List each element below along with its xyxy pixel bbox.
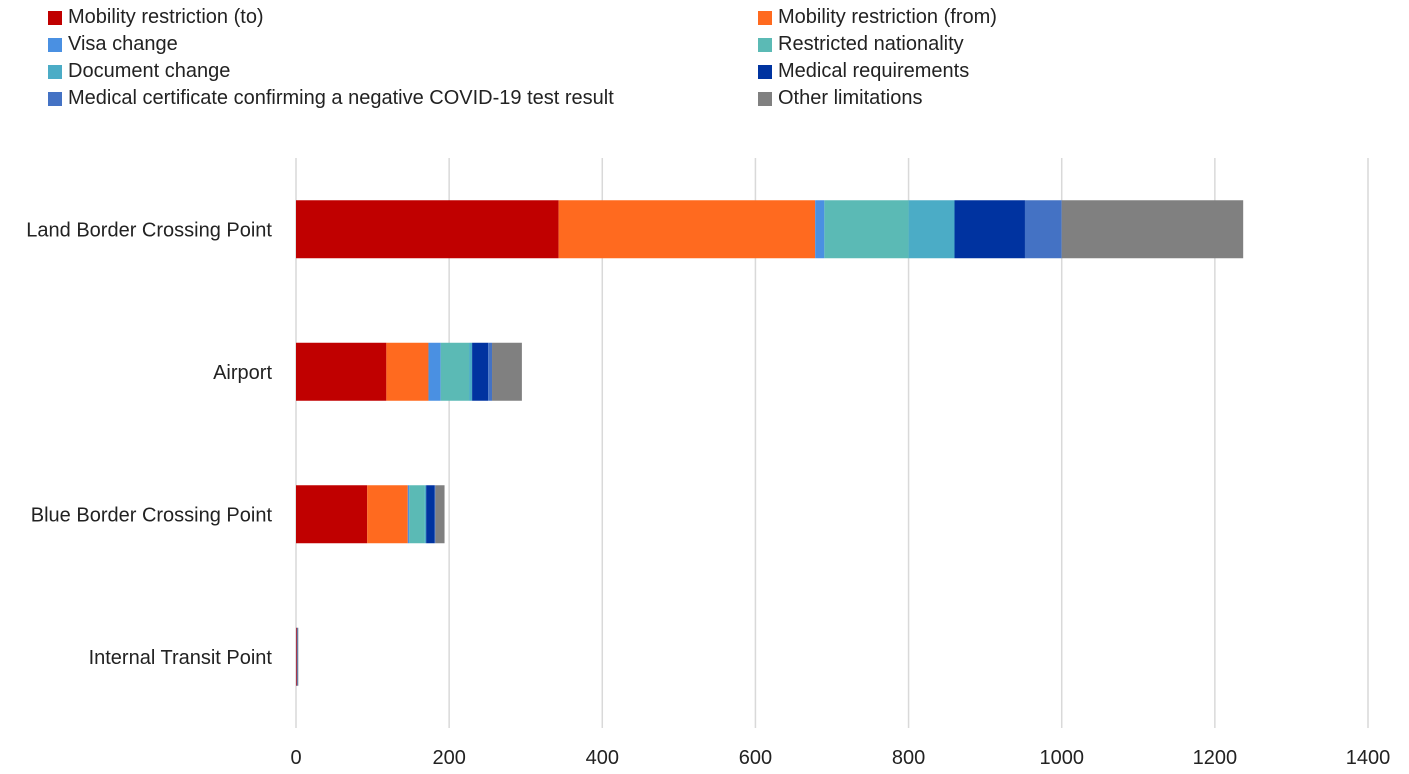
legend-label: Mobility restriction (from) bbox=[778, 6, 997, 28]
bar-segment-land-border-crossing-point-restricted-nationality bbox=[824, 200, 909, 259]
y-category-label-airport: Airport bbox=[213, 362, 272, 384]
x-tick-label-400: 400 bbox=[586, 747, 619, 769]
y-category-label-land-border-crossing-point: Land Border Crossing Point bbox=[26, 219, 272, 241]
x-tick-label-600: 600 bbox=[739, 747, 772, 769]
legend-label: Mobility restriction (to) bbox=[68, 6, 264, 28]
bar-segment-blue-border-crossing-point-document-change bbox=[424, 485, 427, 544]
bar-segment-blue-border-crossing-point-mobility-restriction-from bbox=[367, 485, 408, 544]
bar-segment-land-border-crossing-point-other-limitations bbox=[1061, 200, 1244, 259]
bar-segment-airport-medical-certificate-confirming-a-negative-covid-19-test-result bbox=[488, 342, 493, 401]
bar-segment-land-border-crossing-point-medical-requirements bbox=[954, 200, 1025, 259]
bar-segment-blue-border-crossing-point-restricted-nationality bbox=[409, 485, 425, 544]
legend-swatch bbox=[758, 37, 772, 52]
legend-item-restricted-nationality: Restricted nationality bbox=[758, 33, 964, 56]
bar-segment-blue-border-crossing-point-mobility-restriction-to bbox=[296, 485, 368, 544]
legend-item-mobility-restriction-from: Mobility restriction (from) bbox=[758, 6, 997, 29]
legend-label: Medical requirements bbox=[778, 60, 970, 82]
legend-item-visa-change: Visa change bbox=[48, 33, 178, 56]
x-tick-label-1000: 1000 bbox=[1039, 747, 1084, 769]
bar-segment-land-border-crossing-point-mobility-restriction-from bbox=[558, 200, 816, 259]
legend-swatch bbox=[758, 64, 772, 79]
x-tick-label-1400: 1400 bbox=[1346, 747, 1391, 769]
x-tick-label-200: 200 bbox=[432, 747, 465, 769]
legend-label: Visa change bbox=[68, 33, 178, 55]
bar-segment-airport-other-limitations bbox=[492, 342, 522, 401]
bar-segment-airport-restricted-nationality bbox=[440, 342, 470, 401]
bar-segment-blue-border-crossing-point-medical-requirements bbox=[426, 485, 435, 544]
legend-swatch bbox=[758, 10, 772, 25]
bar-segment-airport-medical-requirements bbox=[472, 342, 489, 401]
legend-swatch bbox=[48, 64, 62, 79]
bar-segment-internal-transit-point-medical-certificate-confirming-a-negative-covid-19-test-result bbox=[296, 627, 298, 686]
legend-label: Medical certificate confirming a negativ… bbox=[68, 87, 614, 109]
x-tick-label-800: 800 bbox=[892, 747, 925, 769]
legend-swatch bbox=[758, 91, 772, 106]
legend-label: Document change bbox=[68, 60, 231, 82]
bar-segment-airport-mobility-restriction-to bbox=[296, 342, 387, 401]
legend-swatch bbox=[48, 10, 62, 25]
bar-segment-blue-border-crossing-point-other-limitations bbox=[435, 485, 445, 544]
legend-label: Other limitations bbox=[778, 87, 923, 109]
legend-swatch bbox=[48, 91, 62, 106]
legend-item-other-limitations: Other limitations bbox=[758, 87, 923, 110]
legend-item-document-change: Document change bbox=[48, 60, 230, 83]
legend-label: Restricted nationality bbox=[778, 33, 964, 55]
bar-segment-airport-visa-change bbox=[428, 342, 441, 401]
bar-segment-internal-transit-point-other-limitations bbox=[297, 627, 299, 686]
legend-swatch bbox=[48, 37, 62, 52]
x-tick-label-0: 0 bbox=[290, 747, 301, 769]
bar-segment-land-border-crossing-point-visa-change bbox=[815, 200, 825, 259]
legend-item-medical-certificate-confirming-a-negative-covid-19-test-result: Medical certificate confirming a negativ… bbox=[48, 87, 614, 110]
y-category-label-blue-border-crossing-point: Blue Border Crossing Point bbox=[31, 504, 273, 526]
y-category-label-internal-transit-point: Internal Transit Point bbox=[89, 647, 273, 669]
x-tick-label-1200: 1200 bbox=[1193, 747, 1238, 769]
legend-item-medical-requirements: Medical requirements bbox=[758, 60, 969, 83]
bar-segment-land-border-crossing-point-medical-certificate-confirming-a-negative-covid-19-test-result bbox=[1024, 200, 1062, 259]
legend-item-mobility-restriction-to: Mobility restriction (to) bbox=[48, 6, 264, 29]
bar-segment-land-border-crossing-point-mobility-restriction-to bbox=[296, 200, 559, 259]
bar-segment-land-border-crossing-point-document-change bbox=[908, 200, 955, 259]
bar-segment-internal-transit-point-mobility-restriction-to bbox=[296, 627, 297, 686]
bar-segment-airport-mobility-restriction-from bbox=[386, 342, 429, 401]
bar-segment-blue-border-crossing-point-medical-certificate-confirming-a-negative-covid-19-test-result bbox=[434, 485, 436, 544]
bar-segment-blue-border-crossing-point-visa-change bbox=[407, 485, 410, 544]
bar-segment-airport-document-change bbox=[469, 342, 473, 401]
